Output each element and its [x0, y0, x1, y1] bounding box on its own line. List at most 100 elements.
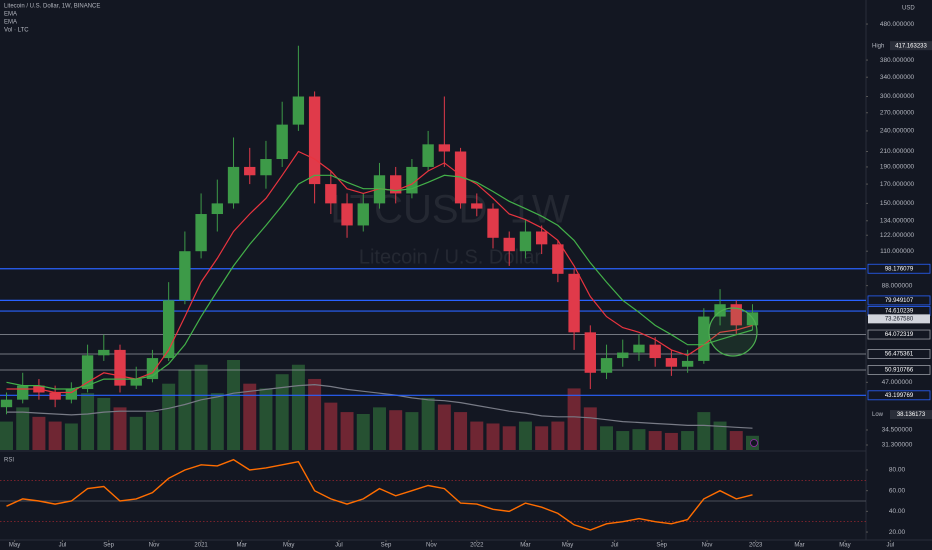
y-tick-label: 122.000000	[880, 232, 915, 239]
candle-body	[276, 124, 288, 160]
price-level-label: 98.176079	[885, 266, 914, 272]
candle-body	[617, 352, 629, 359]
x-tick-label: 2021	[194, 543, 208, 549]
candle-body	[260, 159, 272, 176]
volume-bar	[551, 421, 565, 450]
x-tick-label: Jul	[335, 543, 343, 549]
volume-bar	[64, 423, 78, 450]
volume-bar	[81, 393, 95, 450]
candle-body	[98, 349, 110, 356]
x-tick-label: May	[839, 543, 850, 549]
event-marker	[750, 439, 758, 447]
rsi-tick-label: 80.00	[889, 467, 906, 474]
x-tick-label: May	[562, 543, 573, 549]
x-tick-label: Mar	[236, 543, 246, 549]
candle-body	[730, 304, 742, 326]
rsi-label: RSI	[4, 458, 14, 464]
y-tick-label: 300.000000	[880, 93, 915, 100]
x-tick-label: May	[283, 543, 294, 549]
symbol-title: Litecoin / U.S. Dollar, 1W, BINANCE	[4, 4, 100, 10]
volume-bar	[648, 431, 662, 450]
candle-body	[503, 237, 515, 252]
rsi-tick-label: 60.00	[889, 487, 906, 494]
candle-body	[244, 166, 256, 176]
candle-body	[633, 344, 645, 353]
volume-bar	[729, 431, 743, 450]
currency-label: USD	[902, 6, 915, 12]
price-level-box	[867, 390, 931, 401]
rsi-line	[6, 458, 753, 531]
volume-bar	[713, 421, 727, 450]
x-tick-label: Nov	[702, 543, 713, 549]
candle-body	[357, 203, 369, 226]
y-tick-label: 480.000000	[880, 21, 915, 28]
volume-bar	[583, 407, 597, 450]
x-tick-label: 2023	[749, 543, 763, 549]
y-tick-label: 31.300000	[882, 442, 913, 449]
price-level-box	[867, 295, 931, 306]
volume-bar	[535, 426, 549, 450]
gray-level-label: 64.072319	[885, 332, 914, 338]
volume-bar	[291, 364, 305, 450]
x-tick-label: Mar	[520, 543, 530, 549]
candle-body	[406, 166, 418, 194]
indicator-label: Vol · LTC	[4, 28, 29, 34]
volume-bar	[600, 426, 614, 450]
candle-body	[162, 300, 175, 359]
candle-body	[471, 203, 483, 209]
volume-bar	[421, 397, 435, 450]
candle-body	[714, 304, 726, 317]
volume-bar	[32, 416, 46, 450]
volume-bar	[518, 421, 532, 450]
volume-bar	[16, 407, 30, 450]
y-tick-label: 47.000000	[882, 379, 913, 386]
candle-body	[568, 273, 580, 333]
x-tick-label: Sep	[103, 543, 114, 549]
x-tick-label: Jul	[611, 543, 619, 549]
candle-body	[325, 184, 337, 204]
y-tick-label: 190.000000	[880, 164, 915, 171]
candle-body	[114, 349, 126, 386]
y-tick-label: 134.000000	[880, 217, 915, 224]
volume-bar	[129, 416, 143, 450]
volume-bar	[340, 412, 354, 450]
candle-body	[227, 166, 240, 204]
volume-bar	[372, 407, 386, 450]
low_mark-box	[890, 410, 932, 420]
candle-body	[584, 332, 596, 373]
volume-bar	[454, 412, 468, 450]
candle-body	[487, 208, 499, 238]
volume-bar	[681, 431, 695, 450]
candle-body	[179, 251, 191, 301]
candle-body	[341, 203, 353, 226]
volume-bar	[145, 412, 159, 450]
x-tick-label: Jul	[59, 543, 67, 549]
volume-bar	[324, 402, 338, 450]
volume-bar	[502, 426, 516, 450]
volume-bar	[259, 388, 273, 450]
x-tick-label: Sep	[381, 543, 392, 549]
price-level-label: 43.199769	[885, 393, 914, 399]
candle-body	[535, 231, 548, 245]
y-tick-label: 170.000000	[880, 181, 915, 188]
y-tick-label: 34.500000	[882, 427, 913, 434]
volume-bar	[48, 421, 62, 450]
x-tick-label: Nov	[426, 543, 437, 549]
volume-bar	[389, 410, 403, 450]
gray-level-label: 50.910766	[885, 368, 914, 374]
volume-bar	[97, 397, 111, 450]
rsi-tick-label: 20.00	[889, 529, 906, 536]
volume-bar	[664, 432, 678, 450]
candle-body	[0, 399, 13, 408]
indicator-label: EMA	[4, 20, 17, 26]
candle-body	[665, 358, 678, 367]
watermark: LTCUSD, 1W	[330, 188, 570, 232]
high_mark-name: High	[872, 43, 884, 49]
high_mark-value: 417.163233	[895, 43, 927, 49]
rsi-tick-label: 40.00	[889, 508, 906, 515]
candle-body	[552, 244, 564, 274]
low_mark-value: 38.136173	[897, 412, 926, 418]
